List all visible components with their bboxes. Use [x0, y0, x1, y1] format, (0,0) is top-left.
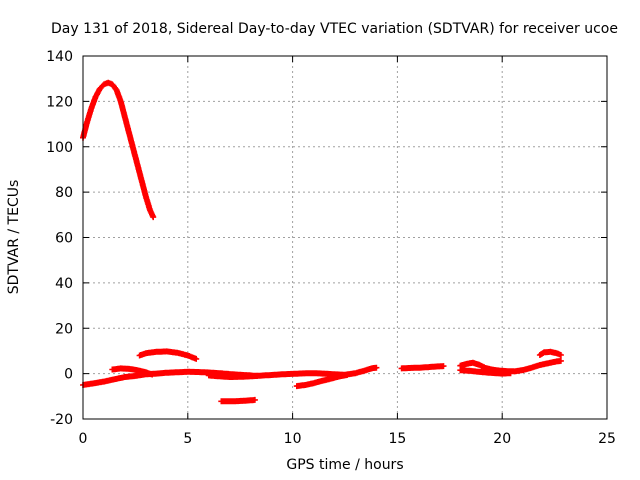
- x-tick-label: 25: [598, 431, 616, 447]
- series-arc-base-3: [205, 372, 260, 380]
- x-tick-label: 5: [183, 431, 192, 447]
- data-point-markers: [254, 364, 380, 379]
- series-arc-low-short: [218, 396, 258, 405]
- data-point-markers: [398, 363, 447, 372]
- y-tick-label: 140: [46, 49, 73, 65]
- y-tick-label: 80: [55, 185, 73, 201]
- x-axis-label: GPS time / hours: [286, 457, 403, 473]
- data-point-markers: [205, 372, 260, 380]
- series-arc-base-2: [109, 365, 156, 378]
- data-point-markers: [293, 372, 351, 390]
- data-point-markers: [218, 396, 258, 405]
- series-arc-right-1: [398, 363, 447, 372]
- y-tick-label: 100: [46, 140, 73, 156]
- x-tick-label: 15: [388, 431, 406, 447]
- series-arc-mid-dip: [293, 372, 351, 390]
- y-tick-label: 120: [46, 94, 73, 110]
- series-arc-right-4: [536, 348, 564, 358]
- data-point-markers: [109, 365, 156, 378]
- y-tick-label: 40: [55, 276, 73, 292]
- y-tick-label: 60: [55, 231, 73, 247]
- y-tick-label: -20: [50, 412, 73, 428]
- data-point-markers: [536, 348, 564, 358]
- series-arc-mid: [254, 364, 380, 379]
- data-layer: [80, 79, 564, 405]
- x-tick-label: 20: [493, 431, 511, 447]
- x-tick-label: 10: [284, 431, 302, 447]
- y-tick-label: 0: [64, 367, 73, 383]
- series-arc-right-3: [457, 367, 514, 377]
- data-point-markers: [80, 79, 157, 221]
- chart-title: Day 131 of 2018, Sidereal Day-to-day VTE…: [51, 21, 618, 37]
- series-arc-hump: [136, 348, 200, 362]
- data-point-markers: [136, 348, 200, 362]
- data-point-markers: [457, 367, 514, 377]
- x-tick-label: 0: [79, 431, 88, 447]
- series-arc-high: [80, 79, 157, 221]
- tick-layer: 0 5 10 15 20 25 -20 0 20 40 60 80 100 120 140: [46, 49, 616, 447]
- y-tick-label: 20: [55, 321, 73, 337]
- grid-layer: [83, 56, 607, 419]
- y-axis-label: SDTVAR / TECUs: [6, 180, 22, 295]
